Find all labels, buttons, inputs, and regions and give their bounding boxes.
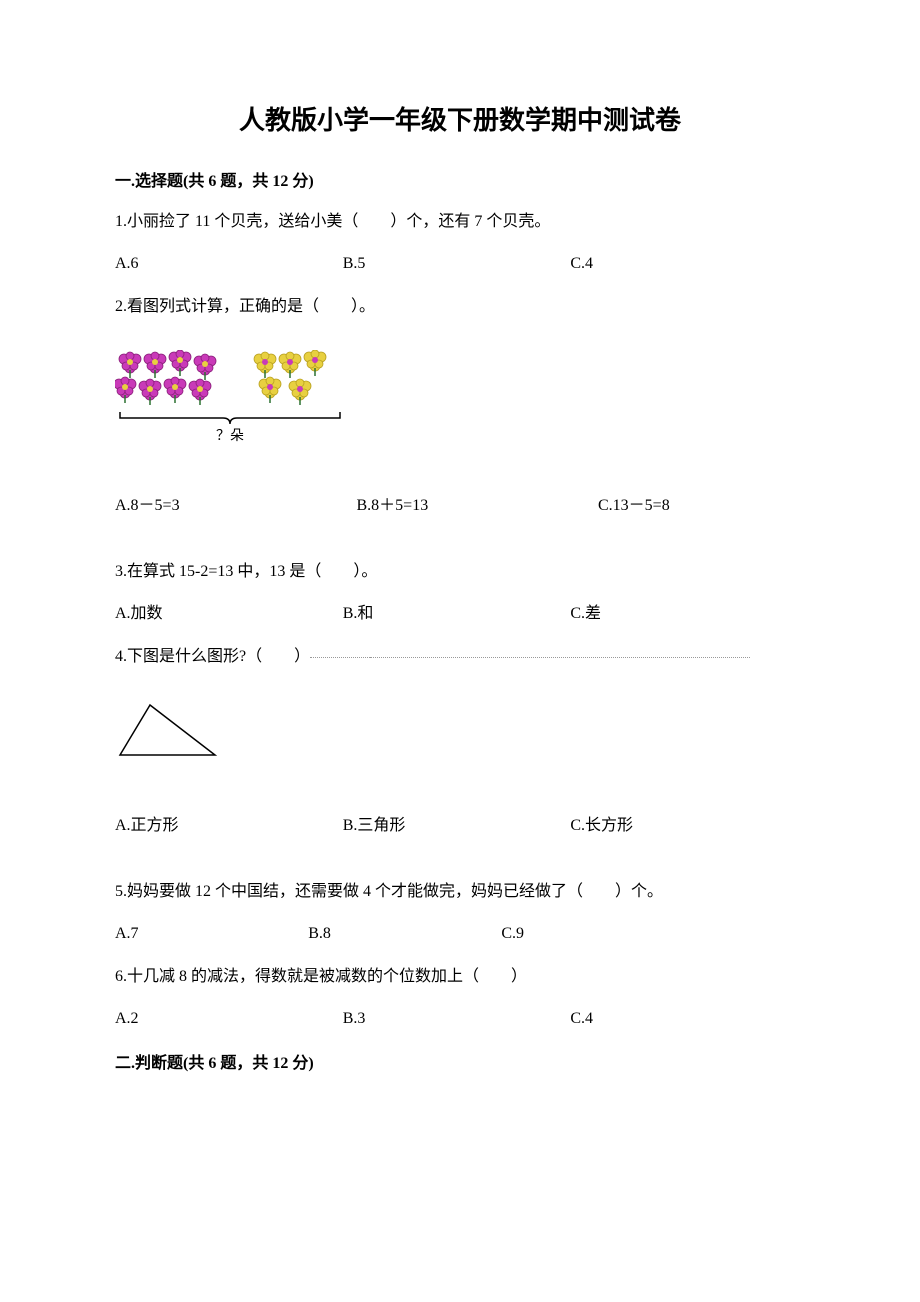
question-1: 1.小丽捡了 11 个贝壳，送给小美（ ）个，还有 7 个贝壳。 A.6 B.5… (115, 209, 805, 276)
q5-option-c: C.9 (501, 921, 694, 947)
question-5: 5.妈妈要做 12 个中国结，还需要做 4 个才能做完，妈妈已经做了（ ）个。 … (115, 879, 805, 946)
question-3-text: 3.在算式 15-2=13 中，13 是（ ）。 (115, 559, 805, 585)
q1-option-c: C.4 (570, 251, 798, 277)
q2-option-b: B.8＋5=13 (357, 493, 599, 519)
question-4-text-span: 4.下图是什么图形?（ ） (115, 648, 310, 665)
page-title: 人教版小学一年级下册数学期中测试卷 (115, 100, 805, 137)
q5-option-a: A.7 (115, 921, 308, 947)
question-5-text: 5.妈妈要做 12 个中国结，还需要做 4 个才能做完，妈妈已经做了（ ）个。 (115, 879, 805, 905)
bracket-label: ？朵 (216, 429, 244, 444)
q2-option-c: C.13－5=8 (598, 493, 805, 519)
section1-header: 一.选择题(共 6 题，共 12 分) (115, 167, 805, 191)
q3-option-b: B.和 (343, 601, 571, 627)
question-4: 4.下图是什么图形?（ ） A.正方形 B.三角形 C.长方形 (115, 644, 805, 839)
question-1-text: 1.小丽捡了 11 个贝壳，送给小美（ ）个，还有 7 个贝壳。 (115, 209, 805, 235)
q4-option-a: A.正方形 (115, 813, 343, 839)
question-4-text: 4.下图是什么图形?（ ） (115, 644, 805, 670)
q1-option-a: A.6 (115, 251, 343, 277)
q4-option-b: B.三角形 (343, 813, 571, 839)
q2-option-a: A.8－5=3 (115, 493, 357, 519)
triangle-diagram (115, 700, 805, 774)
q3-option-c: C.差 (570, 601, 798, 627)
question-2: 2.看图列式计算，正确的是（ ）。 (115, 294, 805, 519)
dotted-line-left (310, 657, 370, 658)
section2-header: 二.判断题(共 6 题，共 12 分) (115, 1049, 805, 1073)
q6-option-c: C.4 (570, 1006, 798, 1032)
question-6-text: 6.十几减 8 的减法，得数就是被减数的个位数加上（ ） (115, 964, 805, 990)
question-6: 6.十几减 8 的减法，得数就是被减数的个位数加上（ ） A.2 B.3 C.4 (115, 964, 805, 1031)
q5-option-b: B.8 (308, 921, 501, 947)
question-2-text: 2.看图列式计算，正确的是（ ）。 (115, 294, 805, 320)
q1-option-b: B.5 (343, 251, 571, 277)
q6-option-b: B.3 (343, 1006, 571, 1032)
flower-diagram: ？朵 (115, 350, 805, 454)
dotted-line-right (370, 657, 750, 658)
question-3: 3.在算式 15-2=13 中，13 是（ ）。 A.加数 B.和 C.差 (115, 559, 805, 626)
q6-option-a: A.2 (115, 1006, 343, 1032)
q3-option-a: A.加数 (115, 601, 343, 627)
q4-option-c: C.长方形 (570, 813, 798, 839)
